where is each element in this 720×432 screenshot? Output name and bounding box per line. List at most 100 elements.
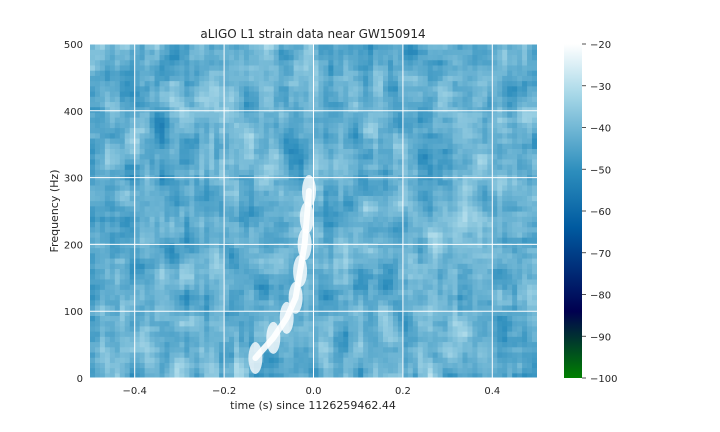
heatmap-cell [239,96,245,103]
heatmap-cell [169,278,176,285]
heatmap-cell [268,268,275,275]
heatmap-cell [144,96,151,103]
heatmap-cell [388,257,394,264]
heatmap-cell [368,278,374,285]
heatmap-cell [417,64,424,71]
heatmap-cell [263,304,270,311]
heatmap-cell [119,284,126,290]
heatmap-cell [392,357,399,363]
heatmap-cell [199,216,205,223]
heatmap-cell [313,284,320,290]
heatmap-cell [472,310,478,316]
heatmap-cell [134,132,141,139]
heatmap-cell [318,211,325,217]
heatmap-cell [104,331,111,337]
heatmap-cell [378,310,384,316]
heatmap-cell [323,372,329,378]
heatmap-cell [149,242,156,249]
heatmap-cell [417,226,424,233]
heatmap-cell [318,184,325,191]
heatmap-cell [318,169,325,176]
heatmap-cell [129,341,136,348]
heatmap-cell [293,85,300,92]
heatmap-cell [214,273,220,280]
heatmap-cell [229,169,235,176]
heatmap-cell [124,221,131,228]
heatmap-cell [144,242,151,249]
heatmap-cell [417,278,424,285]
heatmap-cell [467,49,474,56]
heatmap-cell [472,164,478,170]
heatmap-cell [383,169,389,176]
heatmap-cell [184,117,190,123]
heatmap-cell [94,341,101,348]
heatmap-cell [129,101,136,108]
heatmap-cell [189,85,195,92]
heatmap-cell [378,169,384,176]
heatmap-cell [169,252,176,259]
heatmap-cell [248,70,255,76]
heatmap-cell [323,85,329,92]
heatmap-cell [432,273,439,280]
heatmap-cell [392,320,399,327]
heatmap-cell [179,357,185,363]
heatmap-cell [368,257,374,264]
heatmap-cell [358,122,364,129]
heatmap-cell [472,153,478,160]
heatmap-cell [452,310,459,316]
heatmap-cell [437,200,444,207]
heatmap-cell [229,310,235,316]
heatmap-cell [234,122,240,129]
heatmap-cell [229,268,235,275]
heatmap-cell [363,101,369,108]
heatmap-cell [397,242,404,249]
heatmap-cell [452,158,459,165]
heatmap-cell [214,143,220,149]
heatmap-cell [229,111,235,118]
heatmap-cell [154,148,161,155]
heatmap-cell [472,96,478,103]
heatmap-cell [397,226,404,233]
heatmap-cell [298,200,305,207]
heatmap-cell [353,44,359,50]
heatmap-cell [388,351,394,358]
heatmap-cell [144,101,151,108]
heatmap-cell [174,367,180,374]
heatmap-cell [447,372,454,378]
heatmap-cell [119,231,126,238]
heatmap-cell [353,372,359,378]
heatmap-cell [462,127,469,134]
heatmap-cell [104,200,111,207]
heatmap-cell [422,278,429,285]
heatmap-cell [457,59,464,66]
heatmap-cell [129,64,136,71]
heatmap-cell [288,106,295,113]
heatmap-cell [119,164,126,170]
heatmap-cell [159,190,166,196]
heatmap-cell [239,325,245,332]
heatmap-cell [298,122,305,129]
heatmap-cell [159,372,166,378]
heatmap-cell [313,158,320,165]
heatmap-cell [129,325,136,332]
heatmap-cell [293,90,300,97]
heatmap-cell [104,341,111,348]
heatmap-cell [229,80,235,87]
heatmap-cell [358,164,364,170]
heatmap-cell [472,148,478,155]
heatmap-cell [308,315,315,322]
heatmap-cell [447,284,454,290]
heatmap-cell [124,315,131,322]
heatmap-cell [303,59,310,66]
heatmap-cell [204,80,210,87]
heatmap-cell [99,90,106,97]
heatmap-cell [273,143,280,149]
heatmap-cell [224,70,230,76]
heatmap-cell [373,137,379,144]
heatmap-cell [184,237,190,243]
heatmap-cell [214,106,220,113]
heatmap-cell [174,237,180,243]
heatmap-cell [412,216,419,223]
heatmap-cell [363,106,369,113]
heatmap-cell [353,205,359,212]
